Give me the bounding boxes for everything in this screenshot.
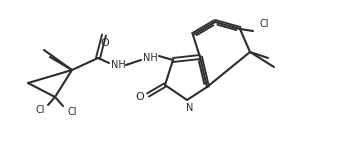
- Text: Cl: Cl: [67, 107, 77, 117]
- Text: O: O: [135, 92, 144, 102]
- Text: Cl: Cl: [259, 19, 269, 29]
- Text: N: N: [186, 103, 194, 113]
- Text: O: O: [100, 38, 109, 48]
- Text: NH: NH: [143, 53, 157, 63]
- Text: NH: NH: [111, 60, 126, 70]
- Text: Cl: Cl: [35, 105, 45, 115]
